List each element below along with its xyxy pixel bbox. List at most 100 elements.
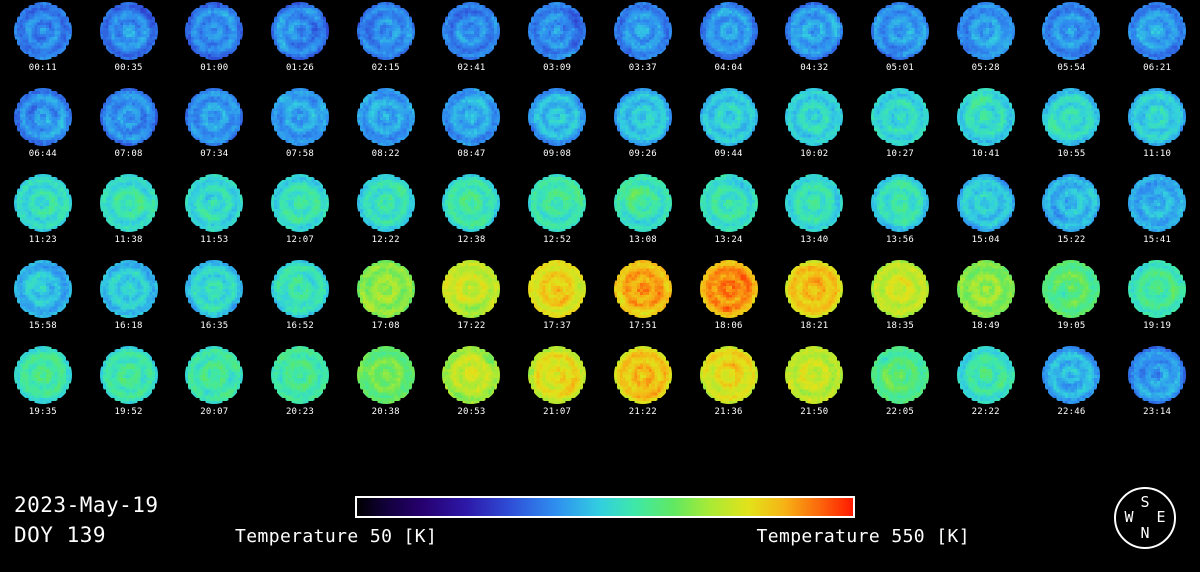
disk-cell[interactable]: 06:21 bbox=[1114, 0, 1200, 86]
disk-cell[interactable]: 23:14 bbox=[1114, 344, 1200, 430]
disk-image bbox=[99, 346, 158, 404]
disk-cell[interactable]: 01:00 bbox=[171, 0, 257, 86]
temperature-disk bbox=[785, 2, 844, 60]
disk-cell[interactable]: 22:05 bbox=[857, 344, 943, 430]
compass-label-bottom: N bbox=[1140, 524, 1150, 542]
disk-cell[interactable]: 05:01 bbox=[857, 0, 943, 86]
disk-canvas bbox=[870, 174, 929, 232]
disk-canvas bbox=[528, 260, 587, 318]
disk-cell[interactable]: 09:26 bbox=[600, 86, 686, 172]
disk-timestamp: 20:53 bbox=[457, 407, 486, 417]
temperature-disk bbox=[613, 2, 672, 60]
disk-timestamp: 17:22 bbox=[457, 321, 486, 331]
disk-cell[interactable]: 00:11 bbox=[0, 0, 86, 86]
disk-cell[interactable]: 02:41 bbox=[429, 0, 515, 86]
disk-cell[interactable]: 01:26 bbox=[257, 0, 343, 86]
disk-cell[interactable]: 18:06 bbox=[686, 258, 772, 344]
disk-cell[interactable]: 07:58 bbox=[257, 86, 343, 172]
disk-cell[interactable]: 11:10 bbox=[1114, 86, 1200, 172]
disk-cell[interactable]: 12:22 bbox=[343, 172, 429, 258]
disk-cell[interactable]: 19:19 bbox=[1114, 258, 1200, 344]
disk-cell[interactable]: 17:37 bbox=[514, 258, 600, 344]
disk-canvas bbox=[442, 88, 501, 146]
disk-image bbox=[699, 2, 758, 60]
disk-cell[interactable]: 21:50 bbox=[771, 344, 857, 430]
disk-cell[interactable]: 13:40 bbox=[771, 172, 857, 258]
disk-cell[interactable]: 03:37 bbox=[600, 0, 686, 86]
disk-timestamp: 07:08 bbox=[114, 149, 143, 159]
disk-cell[interactable]: 03:09 bbox=[514, 0, 600, 86]
disk-cell[interactable]: 16:35 bbox=[171, 258, 257, 344]
disk-cell[interactable]: 07:08 bbox=[86, 86, 172, 172]
disk-cell[interactable]: 19:52 bbox=[86, 344, 172, 430]
disk-canvas bbox=[870, 346, 929, 404]
disk-cell[interactable]: 12:38 bbox=[429, 172, 515, 258]
disk-cell[interactable]: 08:47 bbox=[429, 86, 515, 172]
disk-cell[interactable]: 20:38 bbox=[343, 344, 429, 430]
disk-cell[interactable]: 19:05 bbox=[1029, 258, 1115, 344]
disk-cell[interactable]: 09:08 bbox=[514, 86, 600, 172]
temperature-disk bbox=[699, 88, 758, 146]
disk-canvas bbox=[699, 346, 758, 404]
disk-cell[interactable]: 02:15 bbox=[343, 0, 429, 86]
disk-cell[interactable]: 17:51 bbox=[600, 258, 686, 344]
disk-cell[interactable]: 13:56 bbox=[857, 172, 943, 258]
disk-cell[interactable]: 12:52 bbox=[514, 172, 600, 258]
disk-cell[interactable]: 08:22 bbox=[343, 86, 429, 172]
disk-cell[interactable]: 00:35 bbox=[86, 0, 172, 86]
disk-timestamp: 09:08 bbox=[543, 149, 572, 159]
disk-cell[interactable]: 17:22 bbox=[429, 258, 515, 344]
disk-cell[interactable]: 15:04 bbox=[943, 172, 1029, 258]
disk-cell[interactable]: 17:08 bbox=[343, 258, 429, 344]
disk-cell[interactable]: 05:54 bbox=[1029, 0, 1115, 86]
disk-timestamp: 05:28 bbox=[971, 63, 1000, 73]
disk-canvas bbox=[185, 88, 244, 146]
disk-cell[interactable]: 11:38 bbox=[86, 172, 172, 258]
disk-cell[interactable]: 13:24 bbox=[686, 172, 772, 258]
disk-cell[interactable]: 21:36 bbox=[686, 344, 772, 430]
disk-cell[interactable]: 09:44 bbox=[686, 86, 772, 172]
disk-cell[interactable]: 10:02 bbox=[771, 86, 857, 172]
temperature-disk bbox=[442, 260, 501, 318]
disk-cell[interactable]: 22:46 bbox=[1029, 344, 1115, 430]
disk-cell[interactable]: 20:53 bbox=[429, 344, 515, 430]
disk-cell[interactable]: 15:58 bbox=[0, 258, 86, 344]
disk-cell[interactable]: 20:07 bbox=[171, 344, 257, 430]
disk-timestamp: 15:58 bbox=[28, 321, 57, 331]
disk-cell[interactable]: 16:18 bbox=[86, 258, 172, 344]
temperature-disk bbox=[1128, 260, 1187, 318]
disk-image bbox=[13, 88, 72, 146]
disk-cell[interactable]: 11:23 bbox=[0, 172, 86, 258]
disk-cell[interactable]: 12:07 bbox=[257, 172, 343, 258]
disk-cell[interactable]: 15:41 bbox=[1114, 172, 1200, 258]
disk-cell[interactable]: 10:27 bbox=[857, 86, 943, 172]
disk-cell[interactable]: 18:21 bbox=[771, 258, 857, 344]
disk-cell[interactable]: 11:53 bbox=[171, 172, 257, 258]
disk-cell[interactable]: 13:08 bbox=[600, 172, 686, 258]
disk-image bbox=[356, 2, 415, 60]
disk-canvas bbox=[356, 88, 415, 146]
disk-cell[interactable]: 16:52 bbox=[257, 258, 343, 344]
disk-cell[interactable]: 20:23 bbox=[257, 344, 343, 430]
disk-timestamp: 11:53 bbox=[200, 235, 229, 245]
disk-cell[interactable]: 22:22 bbox=[943, 344, 1029, 430]
temperature-disk bbox=[1128, 2, 1187, 60]
disk-cell[interactable]: 19:35 bbox=[0, 344, 86, 430]
disk-timestamp: 00:35 bbox=[114, 63, 143, 73]
disk-cell[interactable]: 04:04 bbox=[686, 0, 772, 86]
disk-timestamp: 16:35 bbox=[200, 321, 229, 331]
disk-cell[interactable]: 10:41 bbox=[943, 86, 1029, 172]
disk-timestamp: 07:58 bbox=[285, 149, 315, 159]
disk-cell[interactable]: 06:44 bbox=[0, 86, 86, 172]
disk-cell[interactable]: 18:49 bbox=[943, 258, 1029, 344]
disk-cell[interactable]: 10:55 bbox=[1029, 86, 1115, 172]
disk-cell[interactable]: 18:35 bbox=[857, 258, 943, 344]
disk-cell[interactable]: 21:22 bbox=[600, 344, 686, 430]
disk-cell[interactable]: 05:28 bbox=[943, 0, 1029, 86]
disk-cell[interactable]: 04:32 bbox=[771, 0, 857, 86]
temperature-disk bbox=[270, 88, 329, 146]
temperature-disk bbox=[99, 2, 158, 60]
disk-cell[interactable]: 15:22 bbox=[1029, 172, 1115, 258]
disk-cell[interactable]: 21:07 bbox=[514, 344, 600, 430]
disk-cell[interactable]: 07:34 bbox=[171, 86, 257, 172]
